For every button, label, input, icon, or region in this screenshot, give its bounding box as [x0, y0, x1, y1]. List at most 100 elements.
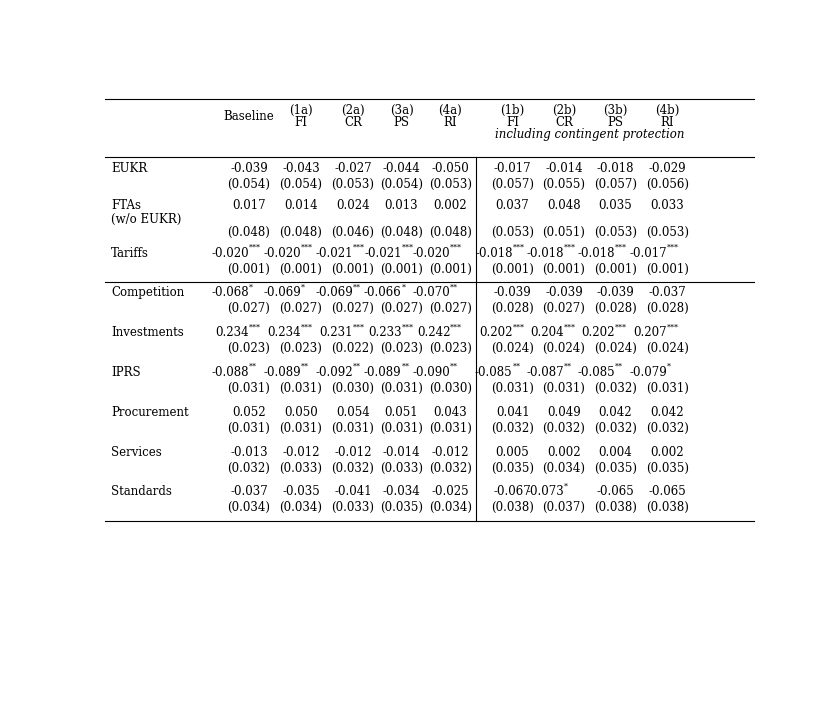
Text: (0.031): (0.031) [279, 422, 323, 435]
Text: (2b): (2b) [551, 104, 576, 117]
Text: -0.089: -0.089 [263, 366, 301, 379]
Text: (0.001): (0.001) [380, 263, 423, 275]
Text: (3a): (3a) [390, 104, 413, 117]
Text: (0.022): (0.022) [332, 342, 375, 355]
Text: (0.032): (0.032) [491, 422, 534, 435]
Text: FTAs: FTAs [111, 199, 142, 212]
Text: -0.037: -0.037 [649, 287, 686, 299]
Text: (0.027): (0.027) [429, 302, 472, 315]
Text: 0.037: 0.037 [496, 199, 530, 212]
Text: -0.020: -0.020 [211, 246, 249, 260]
Text: (0.035): (0.035) [491, 462, 534, 474]
Text: (0.048): (0.048) [380, 226, 423, 239]
Text: -0.018: -0.018 [526, 246, 564, 260]
Text: (0.054): (0.054) [380, 178, 423, 190]
Text: (0.033): (0.033) [331, 501, 375, 514]
Text: FI: FI [506, 116, 519, 129]
Text: (0.031): (0.031) [227, 382, 271, 395]
Text: ***: *** [301, 324, 313, 331]
Text: (0.035): (0.035) [380, 501, 423, 514]
Text: (1a): (1a) [289, 104, 313, 117]
Text: (0.054): (0.054) [227, 178, 271, 190]
Text: (0.034): (0.034) [542, 462, 586, 474]
Text: 0.042: 0.042 [598, 406, 632, 419]
Text: RI: RI [443, 116, 457, 129]
Text: CR: CR [555, 116, 573, 129]
Text: ***: *** [615, 244, 627, 251]
Text: 0.048: 0.048 [547, 199, 581, 212]
Text: -0.035: -0.035 [282, 486, 320, 498]
Text: **: ** [564, 363, 572, 371]
Text: -0.050: -0.050 [432, 161, 469, 175]
Text: (0.031): (0.031) [279, 382, 323, 395]
Text: (0.023): (0.023) [279, 342, 323, 355]
Text: -0.020: -0.020 [263, 246, 301, 260]
Text: -0.037: -0.037 [230, 486, 268, 498]
Text: (0.053): (0.053) [331, 178, 375, 190]
Text: -0.065: -0.065 [597, 486, 634, 498]
Text: (0.024): (0.024) [646, 342, 689, 355]
Text: -0.085: -0.085 [475, 366, 513, 379]
Text: 0.234: 0.234 [267, 326, 301, 339]
Text: (0.032): (0.032) [594, 422, 637, 435]
Text: -0.041: -0.041 [334, 486, 371, 498]
Text: (0.001): (0.001) [227, 263, 271, 275]
Text: -0.014: -0.014 [383, 445, 421, 459]
Text: (0.032): (0.032) [646, 422, 689, 435]
Text: -0.017: -0.017 [629, 246, 667, 260]
Text: (0.027): (0.027) [227, 302, 271, 315]
Text: ***: *** [450, 244, 463, 251]
Text: *: * [667, 363, 671, 371]
Text: 0.202: 0.202 [582, 326, 615, 339]
Text: ***: *** [564, 324, 576, 331]
Text: -0.067: -0.067 [494, 486, 531, 498]
Text: -0.017: -0.017 [494, 161, 531, 175]
Text: (0.001): (0.001) [429, 263, 472, 275]
Text: (0.024): (0.024) [542, 342, 586, 355]
Text: Competition: Competition [111, 287, 184, 299]
Text: (0.038): (0.038) [646, 501, 689, 514]
Text: (0.031): (0.031) [542, 382, 586, 395]
Text: **: ** [301, 363, 309, 371]
Text: (3b): (3b) [603, 104, 628, 117]
Text: (0.035): (0.035) [645, 462, 689, 474]
Text: 0.014: 0.014 [284, 199, 318, 212]
Text: ***: *** [401, 244, 413, 251]
Text: ***: *** [249, 324, 261, 331]
Text: (0.031): (0.031) [646, 382, 689, 395]
Text: -0.012: -0.012 [282, 445, 319, 459]
Text: **: ** [249, 363, 257, 371]
Text: -0.068: -0.068 [211, 287, 249, 299]
Text: -0.012: -0.012 [334, 445, 371, 459]
Text: -0.090: -0.090 [412, 366, 450, 379]
Text: -0.066: -0.066 [364, 287, 401, 299]
Text: 0.017: 0.017 [232, 199, 266, 212]
Text: -0.039: -0.039 [545, 287, 582, 299]
Text: 0.013: 0.013 [385, 199, 418, 212]
Text: -0.039: -0.039 [597, 287, 634, 299]
Text: 0.050: 0.050 [284, 406, 318, 419]
Text: (0.001): (0.001) [542, 263, 586, 275]
Text: (0.033): (0.033) [380, 462, 423, 474]
Text: -0.087: -0.087 [526, 366, 564, 379]
Text: (w/o EUKR): (w/o EUKR) [111, 213, 182, 226]
Text: (0.031): (0.031) [380, 422, 423, 435]
Text: -0.012: -0.012 [432, 445, 469, 459]
Text: (0.023): (0.023) [429, 342, 472, 355]
Text: (0.031): (0.031) [227, 422, 271, 435]
Text: PS: PS [394, 116, 410, 129]
Text: -0.085: -0.085 [577, 366, 615, 379]
Text: 0.004: 0.004 [598, 445, 632, 459]
Text: **: ** [615, 363, 623, 371]
Text: (0.027): (0.027) [380, 302, 423, 315]
Text: 0.024: 0.024 [336, 199, 370, 212]
Text: **: ** [450, 283, 458, 292]
Text: (0.027): (0.027) [331, 302, 375, 315]
Text: (2a): (2a) [341, 104, 365, 117]
Text: (0.053): (0.053) [593, 226, 637, 239]
Text: 0.035: 0.035 [598, 199, 632, 212]
Text: FI: FI [294, 116, 308, 129]
Text: 0.054: 0.054 [336, 406, 370, 419]
Text: **: ** [450, 363, 458, 371]
Text: -0.079: -0.079 [629, 366, 667, 379]
